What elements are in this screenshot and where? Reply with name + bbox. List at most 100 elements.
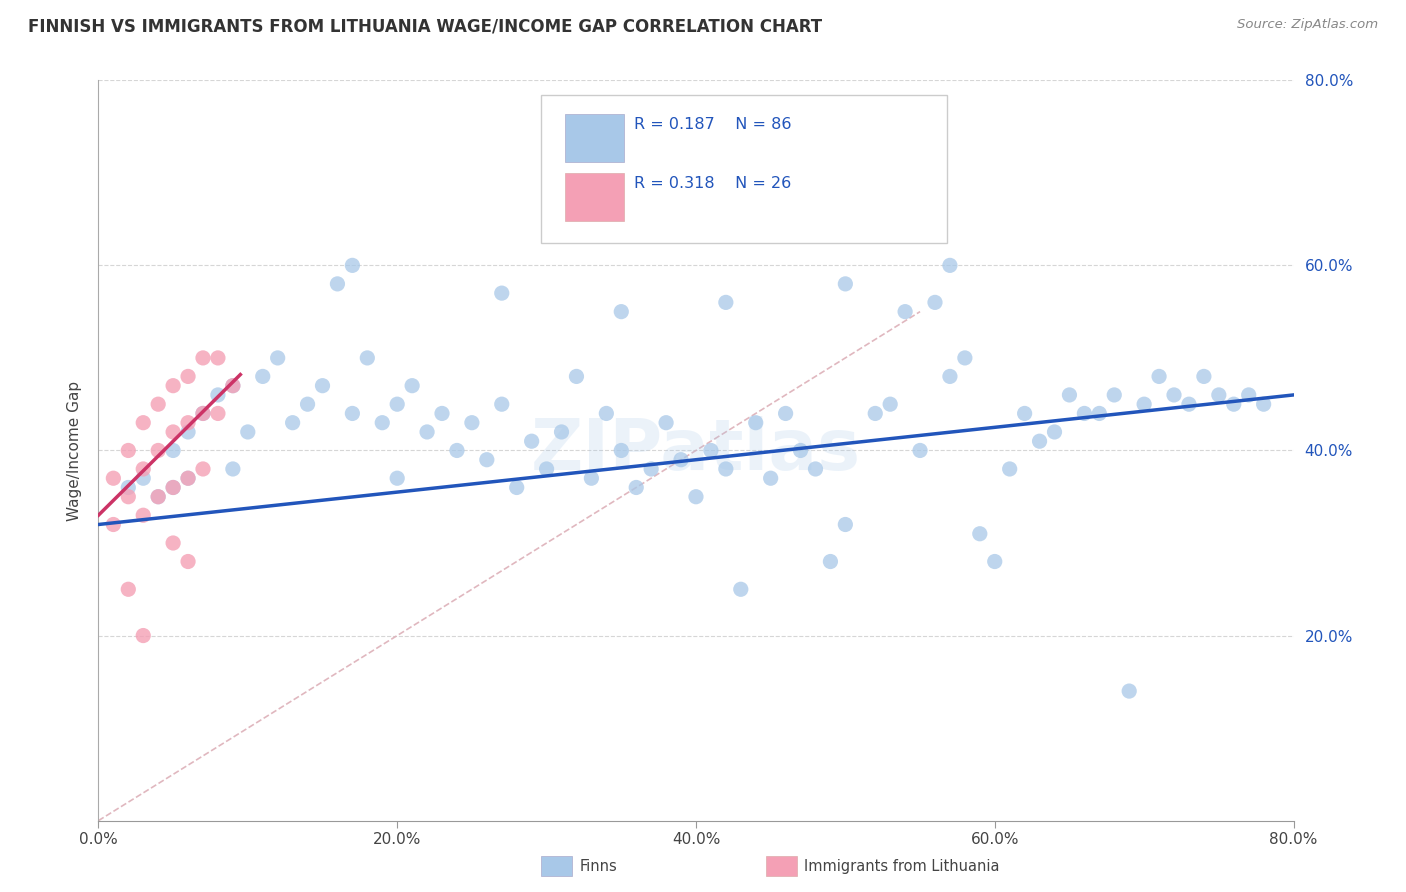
Point: [162, 443, 184, 458]
Point: [117, 443, 139, 458]
Point: [581, 471, 603, 485]
Point: [148, 490, 170, 504]
Point: [610, 443, 633, 458]
Point: [804, 462, 827, 476]
Point: [1192, 369, 1215, 384]
Point: [148, 397, 170, 411]
Point: [446, 443, 468, 458]
Point: [207, 407, 229, 421]
Point: [281, 416, 304, 430]
Point: [1208, 388, 1230, 402]
Point: [191, 462, 214, 476]
Point: [267, 351, 290, 365]
Point: [595, 407, 617, 421]
Point: [117, 481, 139, 495]
Point: [1118, 684, 1140, 698]
Point: [371, 416, 394, 430]
Point: [984, 554, 1007, 569]
Point: [924, 295, 946, 310]
Point: [626, 481, 648, 495]
Point: [939, 259, 962, 273]
Point: [1253, 397, 1275, 411]
Point: [177, 369, 200, 384]
Text: Finns: Finns: [579, 859, 617, 873]
Point: [191, 407, 214, 421]
Point: [191, 407, 214, 421]
Point: [311, 378, 333, 392]
Point: [1014, 407, 1036, 421]
Point: [326, 277, 349, 291]
Point: [1223, 397, 1246, 411]
Point: [759, 471, 782, 485]
Point: [775, 407, 797, 421]
Point: [834, 277, 856, 291]
Point: [132, 628, 155, 642]
Point: [191, 351, 214, 365]
Point: [565, 369, 588, 384]
Point: [148, 443, 170, 458]
Point: [207, 388, 229, 402]
Point: [685, 490, 707, 504]
Point: [655, 416, 678, 430]
Text: R = 0.318    N = 26: R = 0.318 N = 26: [634, 177, 792, 192]
Point: [430, 407, 453, 421]
Point: [162, 481, 184, 495]
Point: [879, 397, 901, 411]
Point: [222, 462, 245, 476]
Point: [1043, 425, 1066, 439]
Point: [536, 462, 558, 476]
Point: [177, 471, 200, 485]
Point: [640, 462, 662, 476]
FancyBboxPatch shape: [565, 173, 624, 221]
Point: [177, 471, 200, 485]
Point: [491, 286, 513, 301]
Point: [103, 517, 125, 532]
Point: [117, 490, 139, 504]
Point: [475, 452, 498, 467]
Point: [1104, 388, 1126, 402]
Point: [132, 416, 155, 430]
Point: [236, 425, 259, 439]
Point: [401, 378, 423, 392]
Point: [162, 481, 184, 495]
Point: [491, 397, 513, 411]
Point: [894, 304, 917, 318]
Point: [714, 462, 737, 476]
Point: [356, 351, 378, 365]
Point: [162, 378, 184, 392]
Point: [132, 471, 155, 485]
Point: [416, 425, 439, 439]
Point: [745, 416, 768, 430]
Point: [789, 443, 811, 458]
Point: [148, 490, 170, 504]
Point: [252, 369, 274, 384]
Point: [1178, 397, 1201, 411]
Point: [908, 443, 931, 458]
Point: [834, 517, 856, 532]
Point: [177, 554, 200, 569]
Point: [342, 407, 364, 421]
Point: [342, 259, 364, 273]
Point: [222, 378, 245, 392]
Point: [461, 416, 484, 430]
FancyBboxPatch shape: [541, 95, 948, 244]
Point: [103, 471, 125, 485]
Point: [222, 378, 245, 392]
Point: [162, 425, 184, 439]
Point: [132, 462, 155, 476]
Point: [730, 582, 752, 597]
Point: [969, 526, 991, 541]
Text: ZIPatlas: ZIPatlas: [531, 416, 860, 485]
Point: [385, 397, 409, 411]
Y-axis label: Wage/Income Gap: Wage/Income Gap: [67, 380, 83, 521]
Point: [610, 304, 633, 318]
Point: [1088, 407, 1111, 421]
Point: [1073, 407, 1095, 421]
Point: [714, 295, 737, 310]
Point: [1237, 388, 1260, 402]
Text: R = 0.187    N = 86: R = 0.187 N = 86: [634, 117, 792, 132]
FancyBboxPatch shape: [565, 113, 624, 161]
Point: [1147, 369, 1170, 384]
Point: [1028, 434, 1050, 449]
Point: [177, 416, 200, 430]
